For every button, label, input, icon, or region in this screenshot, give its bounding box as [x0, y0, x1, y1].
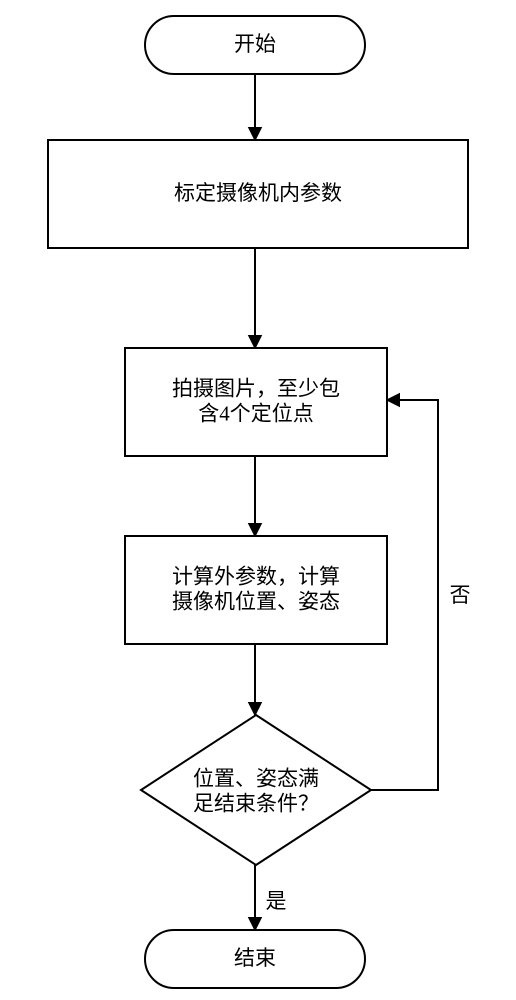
node-label-line2: 含4个定位点 — [198, 401, 314, 425]
node-label-line2: 摄像机位置、姿态 — [172, 589, 340, 613]
node-label-line1: 计算外参数，计算 — [172, 564, 340, 588]
node-label-line2: 足结束条件？ — [193, 792, 319, 816]
flowchart-svg: 是否开始标定摄像机内参数拍摄图片，至少包含4个定位点计算外参数，计算摄像机位置、… — [0, 0, 516, 1000]
node-step1: 标定摄像机内参数 — [48, 140, 468, 248]
node-label: 开始 — [234, 32, 276, 56]
edge-label: 是 — [266, 889, 287, 913]
node-label-line1: 拍摄图片，至少包 — [172, 376, 340, 400]
edge-label: 否 — [450, 583, 471, 607]
node-step3: 计算外参数，计算摄像机位置、姿态 — [125, 536, 387, 644]
node-label-line1: 位置、姿态满 — [193, 766, 319, 790]
node-step2: 拍摄图片，至少包含4个定位点 — [125, 348, 387, 456]
node-end: 结束 — [145, 930, 365, 988]
node-label: 标定摄像机内参数 — [174, 181, 342, 205]
node-start: 开始 — [145, 16, 365, 74]
node-label: 结束 — [234, 946, 276, 970]
